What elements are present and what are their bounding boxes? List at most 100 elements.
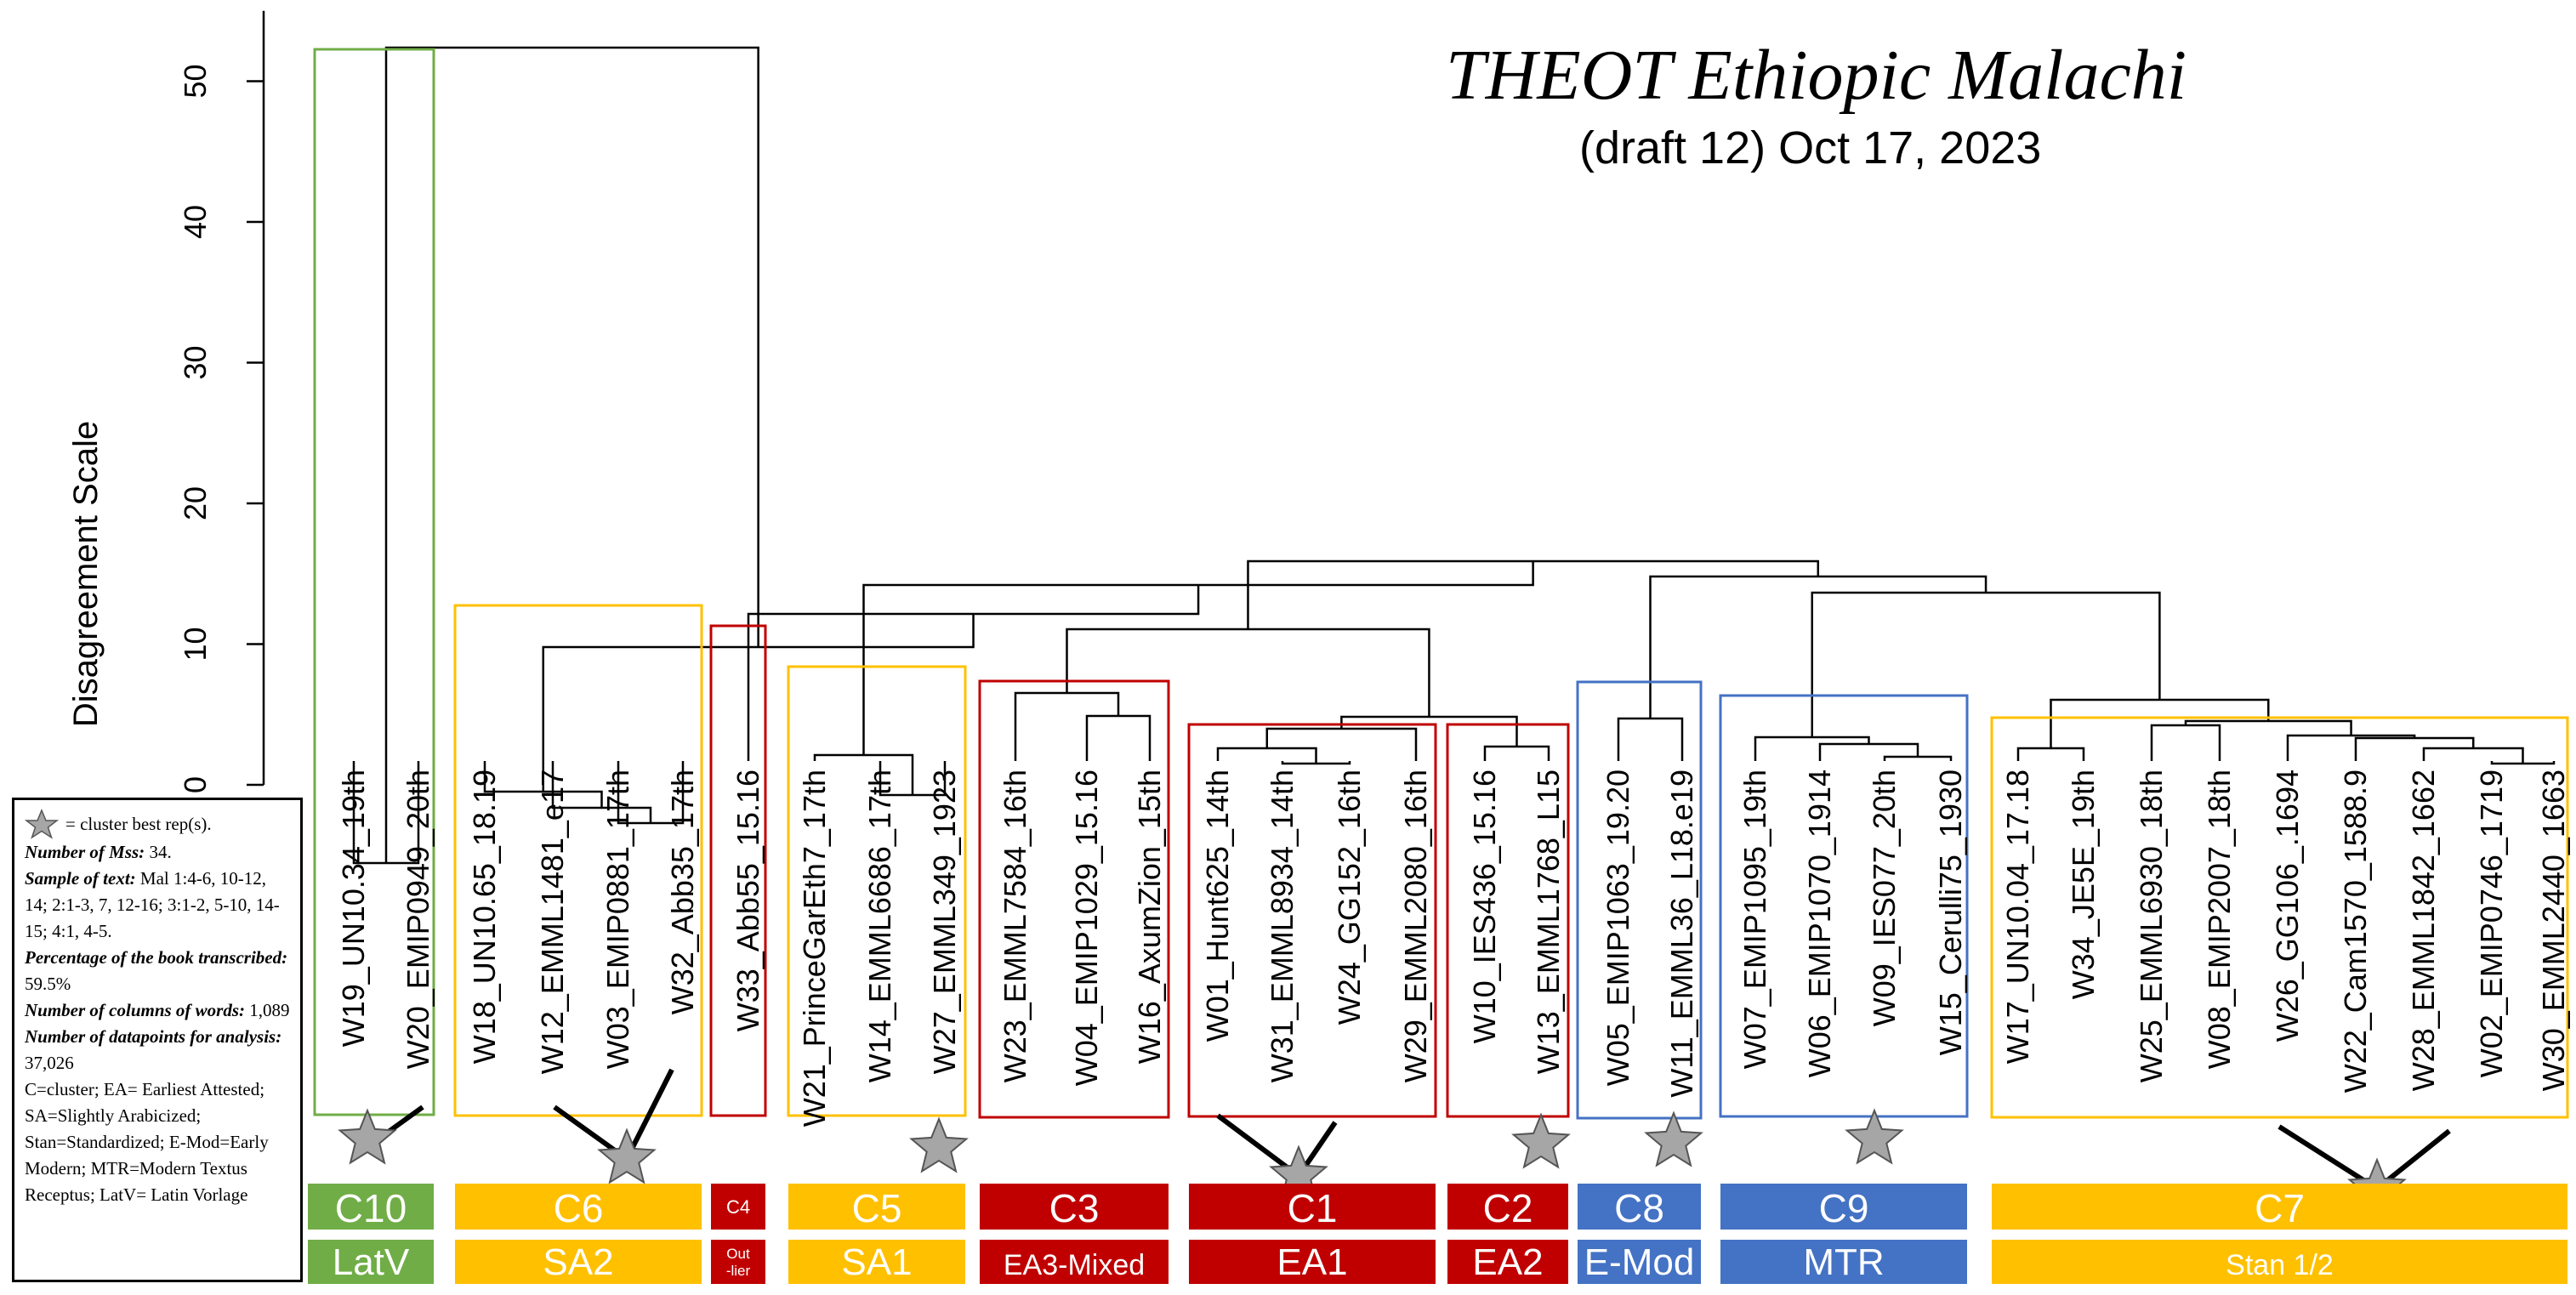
cluster-label-bar bbox=[980, 1184, 1169, 1230]
legend-columns: Number of columns of words: 1,089 bbox=[25, 1000, 290, 1020]
dendrogram-branch bbox=[1883, 755, 1953, 761]
cluster-label-bar bbox=[455, 1184, 702, 1230]
legend-star-text: = cluster best rep(s). bbox=[65, 813, 212, 834]
cluster-box bbox=[1990, 716, 2569, 1119]
dendrogram-branch bbox=[1754, 736, 1870, 761]
group-label: -lier bbox=[726, 1263, 751, 1279]
group-label: EA1 bbox=[1277, 1241, 1347, 1283]
group-label: Stan 1/2 bbox=[2226, 1249, 2334, 1281]
y-axis: 0 10 20 30 40 50 Disagreement Scale bbox=[67, 10, 265, 793]
star-icon bbox=[1511, 1112, 1571, 1169]
cluster-box bbox=[313, 48, 435, 1116]
group-label-bar bbox=[1447, 1240, 1568, 1284]
cluster-label: C3 bbox=[1049, 1186, 1100, 1230]
star-icon bbox=[909, 1116, 969, 1173]
leaf-label: W23_EMML7584_16th bbox=[998, 770, 1032, 1082]
y-tick-label: 20 bbox=[178, 486, 213, 520]
legend-box: = cluster best rep(s). Number of Mss: 34… bbox=[12, 798, 303, 1282]
dendrogram-branch bbox=[1340, 715, 1518, 747]
group-label: EA2 bbox=[1472, 1241, 1543, 1283]
group-label-bar bbox=[308, 1240, 434, 1284]
group-label: SA1 bbox=[841, 1241, 912, 1283]
leaf-labels: W19_UN10.34_19th W20_EMIP0949_20th W18_UN1… bbox=[336, 770, 2571, 1127]
dendrogram-branch bbox=[1014, 691, 1120, 761]
leaf-label: W29_EMML2080_16th bbox=[1398, 770, 1433, 1082]
leaf-label: W28_EMML1842_1662 bbox=[2406, 770, 2441, 1091]
dendrogram-branch bbox=[1265, 727, 1418, 761]
dendrogram-branch bbox=[1066, 628, 1430, 717]
star-icon bbox=[597, 1127, 657, 1184]
leaf-label: W17_UN10.04_17.18 bbox=[2000, 770, 2035, 1064]
dendrogram-branch bbox=[2150, 724, 2221, 761]
leaf-label: W12_EMML1481_e17 bbox=[535, 770, 570, 1074]
leaf-label: W34_JE5E_19th bbox=[2066, 770, 2101, 999]
leaf-label: W20_EMIP0949_20th bbox=[401, 770, 435, 1069]
cluster-box bbox=[1576, 680, 1703, 1120]
y-axis-label: Disagreement Scale bbox=[67, 421, 105, 727]
group-label: LatV bbox=[333, 1241, 410, 1283]
leaf-label: W27_EMML349_1923 bbox=[927, 770, 962, 1074]
cluster-label-bar bbox=[1992, 1184, 2567, 1230]
group-label-bar bbox=[1189, 1240, 1436, 1284]
cluster-boxes bbox=[313, 48, 2569, 1120]
cluster-label: C5 bbox=[852, 1186, 902, 1230]
group-label-bar bbox=[1720, 1240, 1967, 1284]
dendrogram-branch bbox=[1617, 717, 1684, 761]
group-label: EA3-Mixed bbox=[1004, 1249, 1145, 1281]
leaf-label: W24_GG152_16th bbox=[1332, 770, 1367, 1025]
cluster-label: C1 bbox=[1288, 1186, 1338, 1230]
cluster-box bbox=[709, 624, 767, 1117]
cluster-box bbox=[1446, 723, 1570, 1118]
leaf-label: W19_UN10.34_19th bbox=[336, 770, 371, 1047]
dendrogram-branch bbox=[2286, 734, 2416, 761]
dendrogram-branch bbox=[2016, 747, 2085, 761]
cluster-label-bar bbox=[1189, 1184, 1436, 1230]
y-tick-label: 40 bbox=[178, 205, 213, 239]
dendrogram-branch bbox=[1483, 745, 1550, 761]
leaf-label: W25_EMML6930_18th bbox=[2134, 770, 2169, 1082]
leaf-label: W18_UN10.65_18.19 bbox=[467, 770, 502, 1064]
group-label: SA2 bbox=[543, 1241, 613, 1283]
cluster-label-bar bbox=[711, 1184, 765, 1230]
leaf-label: W02_EMIP0746_1719 bbox=[2474, 770, 2509, 1077]
group-label: MTR bbox=[1803, 1241, 1884, 1283]
leaf-label: W04_EMIP1029_15.16 bbox=[1069, 770, 1104, 1086]
cluster-label-bar bbox=[788, 1184, 965, 1230]
dendrogram-branch bbox=[1216, 747, 1317, 764]
cluster-box bbox=[787, 665, 967, 1117]
star-icon bbox=[1644, 1110, 1703, 1167]
legend-sample: Sample of text: Mal 1:4-6, 10-12, 14; 2:… bbox=[25, 868, 280, 941]
y-tick-label: 0 bbox=[178, 776, 213, 793]
leaf-label: W05_EMIP1063_19.20 bbox=[1601, 770, 1635, 1086]
dendrogram-branch bbox=[2354, 736, 2475, 761]
group-label-bar bbox=[980, 1240, 1169, 1284]
group-label: E-Mod bbox=[1584, 1241, 1695, 1283]
cluster-label: C6 bbox=[554, 1186, 604, 1230]
star-icon bbox=[338, 1108, 397, 1165]
cluster-label-bar bbox=[1578, 1184, 1701, 1230]
star-icon bbox=[25, 809, 59, 839]
leaf-label: W26_GG106_.1694 bbox=[2270, 770, 2305, 1042]
cluster-label: C7 bbox=[2255, 1186, 2305, 1230]
dendrogram-tree bbox=[352, 46, 2556, 865]
leaf-label: W13_EMML1768_L15 bbox=[1531, 770, 1566, 1074]
leaf-label: W16_AxumZion_15th bbox=[1132, 770, 1167, 1064]
group-label-bar bbox=[711, 1240, 765, 1284]
leaf-label: W15_Cerulli75_1930 bbox=[1933, 770, 1968, 1055]
leaf-label: W11_EMML36_L18.e19 bbox=[1664, 770, 1699, 1098]
cluster-label-bar bbox=[308, 1184, 434, 1230]
cluster-label-bar bbox=[1447, 1184, 1568, 1230]
y-tick-label: 50 bbox=[178, 64, 213, 98]
cluster-label-bar bbox=[1720, 1184, 1967, 1230]
dendrogram-branch bbox=[2422, 747, 2524, 764]
leaf-label: W01_Hunt625_14th bbox=[1200, 770, 1235, 1042]
group-label: Out bbox=[726, 1246, 750, 1262]
leaf-label: W07_EMIP1095_19th bbox=[1737, 770, 1772, 1069]
y-tick-label: 30 bbox=[178, 345, 213, 379]
cluster-label: C4 bbox=[726, 1196, 750, 1218]
dendrogram-branch bbox=[384, 46, 759, 863]
leaf-label: W32_Abb35_17th bbox=[665, 770, 700, 1014]
legend-mss: Number of Mss: 34. bbox=[25, 842, 172, 862]
cluster-box bbox=[1719, 694, 1969, 1118]
